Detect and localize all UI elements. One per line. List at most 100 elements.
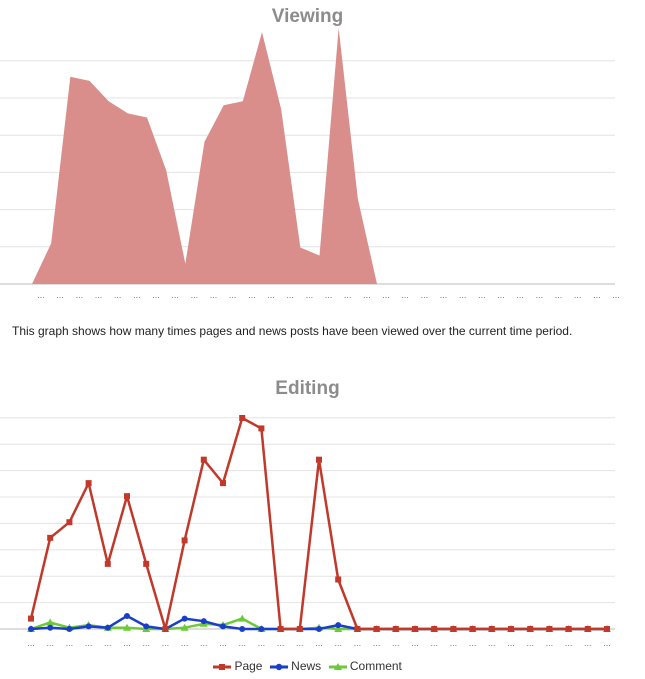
editing-x-tick-label: ... bbox=[546, 638, 554, 648]
viewing-x-tick-label: ... bbox=[555, 290, 563, 300]
page-point bbox=[296, 626, 303, 632]
editing-x-tick-label: ... bbox=[392, 638, 400, 648]
viewing-x-tick-label: ... bbox=[382, 290, 390, 300]
page-point bbox=[469, 626, 476, 632]
editing-x-tick-label: ... bbox=[238, 638, 246, 648]
editing-x-tick-label: ... bbox=[565, 638, 573, 648]
news-point bbox=[200, 618, 207, 625]
page-point bbox=[508, 626, 514, 632]
page-point bbox=[200, 456, 207, 463]
news-point bbox=[104, 624, 111, 631]
viewing-x-tick-label: ... bbox=[421, 290, 429, 300]
page-point bbox=[181, 537, 188, 544]
page-point bbox=[431, 626, 438, 632]
page-point bbox=[335, 576, 342, 583]
editing-chart-title: Editing bbox=[275, 378, 340, 399]
page-point bbox=[162, 626, 169, 632]
editing-x-tick-label: ... bbox=[46, 638, 54, 648]
editing-x-tick-label: ... bbox=[469, 638, 477, 648]
page-point bbox=[604, 626, 610, 632]
editing-x-tick-label: ... bbox=[142, 638, 150, 648]
viewing-x-tick-label: ... bbox=[536, 290, 544, 300]
editing-x-tick-label: ... bbox=[27, 638, 35, 648]
editing-x-tick-label: ... bbox=[66, 638, 74, 648]
editing-x-tick-label: ... bbox=[104, 638, 112, 648]
viewing-x-tick-label: ... bbox=[478, 290, 486, 300]
page-point bbox=[584, 626, 591, 632]
page-point bbox=[85, 480, 92, 487]
viewing-x-tick-label: ... bbox=[171, 290, 179, 300]
viewing-x-tick-label: ... bbox=[325, 290, 333, 300]
viewing-x-tick-label: ... bbox=[76, 290, 84, 300]
viewing-x-tick-label: ... bbox=[133, 290, 141, 300]
page-point bbox=[316, 456, 322, 463]
viewing-x-tick-label: ... bbox=[286, 290, 294, 300]
news-point bbox=[316, 626, 322, 632]
page-legend-marker bbox=[213, 663, 232, 670]
viewing-x-tick-label: ... bbox=[306, 290, 314, 300]
legend-item-comment[interactable]: Comment bbox=[328, 659, 402, 673]
news-point bbox=[335, 622, 342, 629]
viewing-x-tick-label: ... bbox=[574, 290, 582, 300]
viewing-description: This graph shows how many times pages an… bbox=[12, 324, 573, 338]
editing-x-tick-label: ... bbox=[315, 638, 323, 648]
viewing-x-tick-label: ... bbox=[344, 290, 352, 300]
editing-legend: Page News Comment bbox=[0, 659, 615, 673]
comment-point bbox=[334, 625, 343, 632]
page-point bbox=[354, 626, 361, 632]
editing-x-tick-label: ... bbox=[373, 638, 381, 648]
comment-point bbox=[238, 614, 247, 622]
viewing-chart-title: Viewing bbox=[271, 6, 344, 27]
news-point bbox=[239, 626, 246, 632]
legend-item-news[interactable]: News bbox=[269, 659, 322, 673]
editing-x-tick-label: ... bbox=[411, 638, 419, 648]
legend-item-page[interactable]: Page bbox=[213, 659, 262, 673]
viewing-x-tick-label: ... bbox=[210, 290, 218, 300]
viewing-x-tick-label: ... bbox=[363, 290, 371, 300]
viewing-x-tick-label: ... bbox=[37, 290, 45, 300]
news-point bbox=[220, 623, 226, 630]
editing-x-tick-label: ... bbox=[200, 638, 208, 648]
page-point bbox=[220, 480, 226, 487]
page-point bbox=[565, 626, 572, 632]
editing-x-tick-label: ... bbox=[507, 638, 515, 648]
editing-x-tick-label: ... bbox=[334, 638, 342, 648]
page-point bbox=[277, 626, 284, 632]
editing-x-tick-label: ... bbox=[296, 638, 304, 648]
comment-point bbox=[123, 623, 131, 631]
viewing-x-tick-label: ... bbox=[56, 290, 64, 300]
legend-label-page: Page bbox=[234, 659, 263, 673]
editing-x-tick-label: ... bbox=[162, 638, 170, 648]
page-point bbox=[373, 626, 380, 632]
page-point bbox=[104, 560, 111, 567]
comment-point bbox=[46, 618, 55, 626]
page-point bbox=[450, 626, 457, 632]
page-point bbox=[28, 615, 34, 622]
viewing-x-tick-label: ... bbox=[248, 290, 256, 300]
news-point bbox=[47, 624, 54, 631]
viewing-chart: ........................................… bbox=[0, 28, 620, 300]
viewing-x-tick-label: ... bbox=[440, 290, 448, 300]
editing-x-tick-label: ... bbox=[584, 638, 592, 648]
legend-label-news: News bbox=[291, 659, 322, 673]
viewing-x-tick-label: ... bbox=[593, 290, 601, 300]
viewing-x-tick-label: ... bbox=[612, 290, 620, 300]
viewing-x-tick-label: ... bbox=[516, 290, 524, 300]
news-point bbox=[28, 626, 34, 632]
viewing-x-tick-label: ... bbox=[191, 290, 199, 300]
news-point bbox=[85, 623, 92, 630]
editing-x-tick-label: ... bbox=[430, 638, 438, 648]
news-legend-marker bbox=[269, 663, 288, 671]
viewing-x-tick-label: ... bbox=[229, 290, 237, 300]
news-point bbox=[258, 626, 265, 632]
news-point bbox=[66, 626, 73, 632]
page-point bbox=[124, 493, 130, 500]
page-point bbox=[527, 626, 534, 632]
page-point bbox=[143, 560, 150, 567]
viewing-x-tick-label: ... bbox=[267, 290, 275, 300]
comment-point bbox=[180, 623, 189, 631]
news-point bbox=[143, 623, 150, 630]
editing-x-tick-label: ... bbox=[123, 638, 131, 648]
viewing-x-tick-label: ... bbox=[152, 290, 160, 300]
